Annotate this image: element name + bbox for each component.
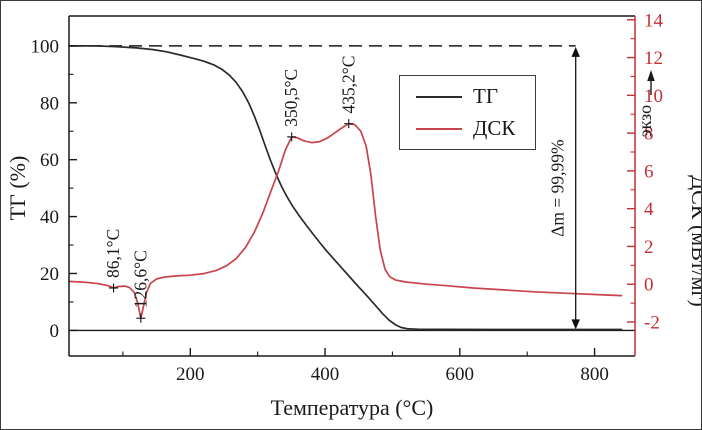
y-right-tick-label: 4	[644, 199, 654, 220]
x-tick-label: 600	[446, 364, 475, 385]
delta-m-arrowhead-bottom	[571, 319, 580, 330]
delta-m-arrowhead-top	[571, 46, 580, 57]
legend-item-dsk: ДСК	[416, 115, 515, 142]
plot-area-group: 200 400 600 800 0 20 40 60 80 100 -2 0 2 4 6 8 10 12 14 86,…	[31, 10, 664, 385]
exo-up-arrow-icon	[647, 70, 655, 95]
y-left-tick-label: 100	[31, 36, 60, 57]
legend-item-tg: ТГ	[416, 83, 515, 110]
legend: ТГ ДСК	[399, 75, 537, 150]
y-right-tick-label: 10	[644, 86, 663, 107]
annotation-label: 435,2°C	[338, 56, 358, 114]
y-axis-title-left: ТГ (%)	[5, 156, 30, 221]
y-right-tick-label: 2	[644, 237, 654, 258]
y-right-tick-label: 0	[644, 275, 654, 296]
legend-line-sample	[416, 95, 462, 98]
y-right-tick-label: -2	[644, 313, 660, 334]
y-left-tick-label: 60	[40, 150, 59, 171]
annotation-label: 86,1°C	[103, 229, 123, 278]
dsk-curve	[68, 122, 623, 320]
y-right-tick-label: 12	[644, 48, 663, 69]
x-tick-label: 800	[580, 364, 609, 385]
y-left-tick-label: 20	[40, 264, 59, 285]
y-right-tick-label: 8	[644, 124, 654, 145]
y-left-tick-label: 80	[40, 93, 59, 114]
y-left-tick-label: 0	[50, 321, 60, 342]
y-right-tick-label: 14	[644, 10, 664, 31]
x-axis-title: Температура (°C)	[271, 395, 434, 420]
y-right-tick-label: 6	[644, 161, 654, 182]
legend-label: ТГ	[473, 84, 498, 108]
exo-label: экзо	[635, 105, 655, 137]
y-left-tick-label: 40	[40, 207, 59, 228]
legend-line-sample	[416, 127, 462, 130]
annotation-label: 350,5°C	[281, 69, 301, 127]
legend-label: ДСК	[473, 116, 516, 140]
y-axis-title-right: ДСК (мВт/мг)	[687, 175, 702, 307]
x-tick-label: 200	[176, 364, 205, 385]
delta-m-label: Δm = 99,99%	[548, 139, 568, 236]
x-tick-label: 400	[311, 364, 340, 385]
annotation-label: 126,6°C	[130, 250, 150, 308]
tg-curve	[68, 45, 623, 331]
